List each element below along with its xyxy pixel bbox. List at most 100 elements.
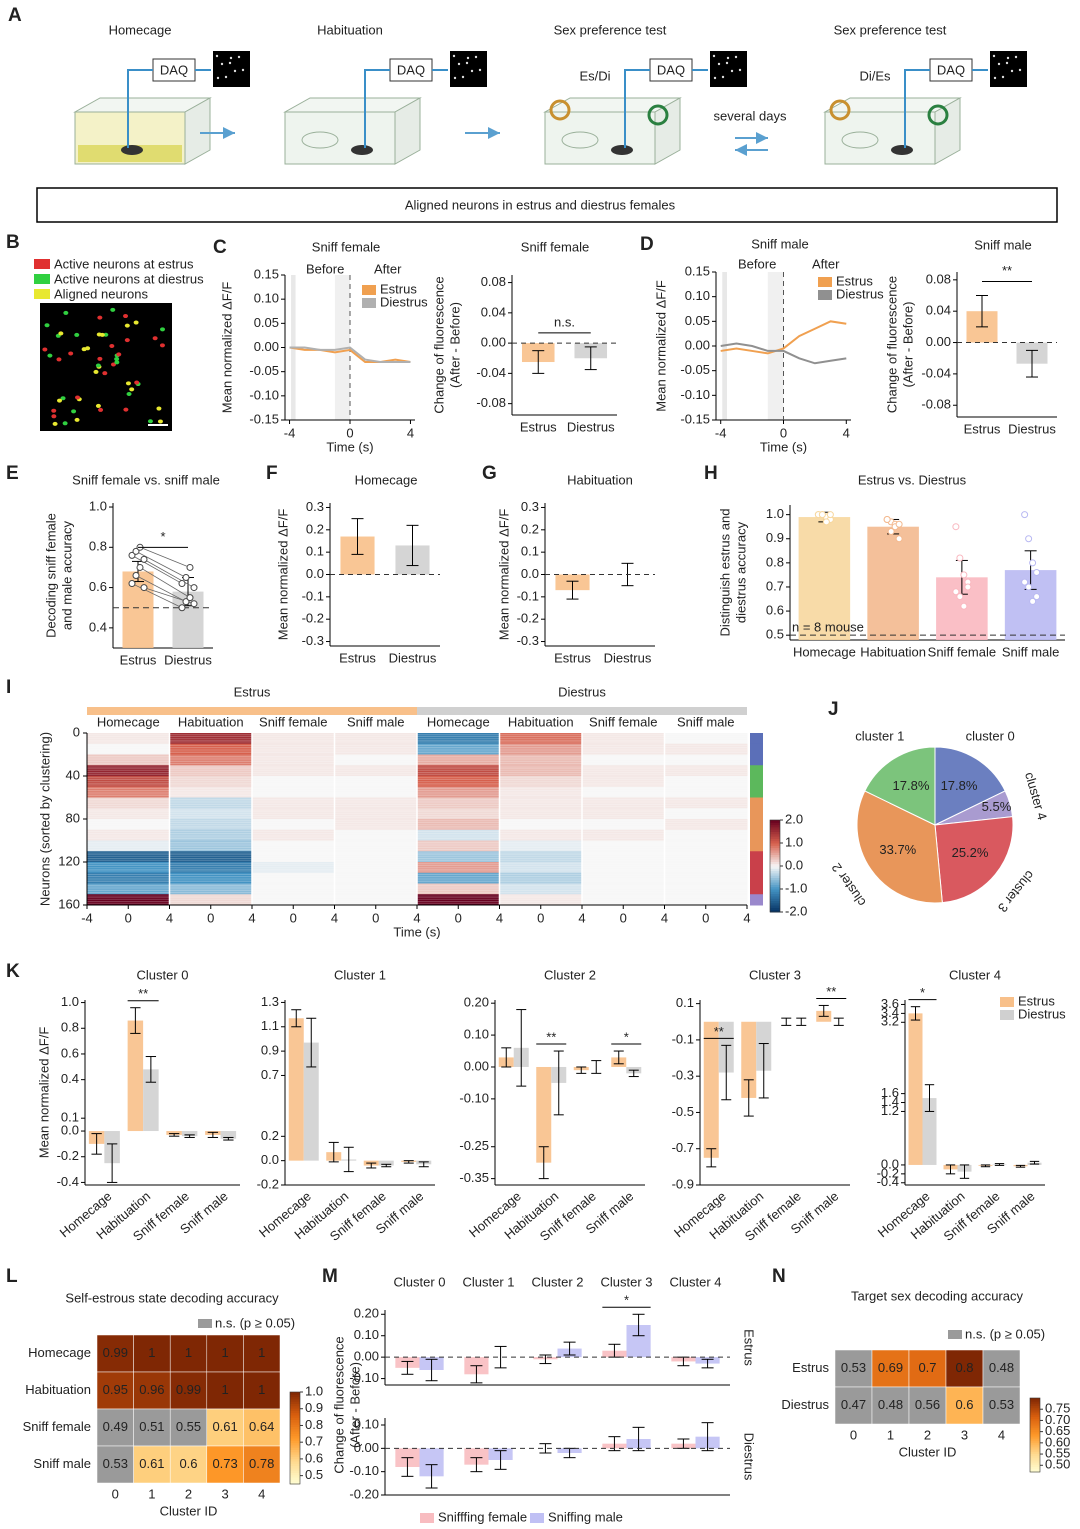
y-tick-label: 0.05 — [254, 315, 279, 330]
y-tick-label: 0.6 — [89, 579, 107, 594]
cell-label: 0.99 — [103, 1345, 128, 1360]
y-tick-label: 0.08 — [926, 271, 951, 286]
x-tick-label: 0 — [537, 910, 544, 925]
error-bar — [494, 1345, 507, 1369]
chart-title: Cluster 0 — [136, 967, 188, 982]
heat-cell — [87, 819, 170, 831]
error-bar — [343, 1146, 354, 1173]
y-tick-label: 0.04 — [926, 303, 951, 318]
colorbar-label: 0.0 — [785, 857, 803, 872]
error-bar — [781, 1017, 792, 1026]
colorbar-cell — [770, 882, 780, 885]
heat-cell — [417, 754, 500, 766]
y-axis-label: Mean normalized ΔF/F — [496, 509, 511, 641]
heat-cell — [87, 851, 170, 863]
imaging-dot — [229, 56, 233, 60]
heat-cell — [87, 862, 170, 874]
error-bar — [1029, 1160, 1040, 1165]
slice-value: 25.2% — [952, 845, 989, 860]
y-tick-label: 1.0 — [89, 498, 107, 513]
colorbar-cell — [290, 1472, 300, 1476]
legend-label: Active neurons at diestrus — [54, 271, 204, 286]
neuron — [56, 357, 62, 362]
colorbar-cell — [1030, 1422, 1040, 1425]
cluster-bar — [750, 808, 763, 820]
legend-label: Diestrus — [1018, 1006, 1066, 1021]
x-tick-label: Estrus — [120, 652, 157, 667]
neuron — [159, 343, 165, 348]
y-axis-label: Change of fluorescence — [431, 276, 446, 413]
heat-cell — [87, 808, 170, 820]
error-bar — [406, 524, 419, 567]
heat-cell — [417, 840, 500, 852]
heat-cell — [252, 819, 335, 831]
slice-name: cluster 0 — [966, 728, 1015, 743]
error-bar — [91, 1133, 102, 1155]
neuron — [125, 381, 131, 386]
cell-label: 0.6 — [955, 1397, 973, 1412]
matrix-cell — [908, 1349, 947, 1388]
cell-label: 0.53 — [103, 1456, 128, 1471]
data-point — [956, 593, 964, 601]
y-tick-label: -0.2 — [57, 1148, 79, 1163]
data-point — [136, 563, 144, 571]
heat-cell — [499, 776, 583, 788]
x-tick-label: 0 — [372, 910, 379, 925]
heat-cell — [417, 743, 500, 755]
heat-cell — [252, 776, 335, 788]
x-tick-label: 4 — [661, 910, 668, 925]
heat-cell — [417, 776, 500, 788]
neuron — [71, 409, 77, 414]
cell-label: 1 — [185, 1345, 192, 1360]
x-axis-label: Cluster ID — [160, 1503, 218, 1518]
colorbar-label: 0.75 — [1045, 1401, 1070, 1416]
x-tick-label: Diestrus — [604, 650, 652, 665]
significance-label: * — [920, 985, 925, 1000]
colorbar-cell — [1030, 1427, 1040, 1430]
heat-cell — [252, 743, 335, 755]
data-point — [186, 594, 194, 602]
y-tick-label: 0.4 — [61, 1071, 79, 1086]
heat-cell — [334, 776, 418, 788]
y-axis-label: Mean normalized ΔF/F — [275, 509, 290, 641]
cell-label: 0.53 — [841, 1360, 866, 1375]
pair-line — [131, 555, 183, 584]
x-tick-label: Habituation — [860, 644, 926, 659]
y-tick-label: 0.8 — [766, 554, 784, 569]
data-point — [952, 588, 960, 596]
heat-cell — [334, 840, 418, 852]
colorbar-cell — [290, 1392, 300, 1395]
chart-title: Cluster 4 — [949, 967, 1001, 982]
error-bar — [106, 1143, 118, 1183]
colorbar-cell — [770, 847, 780, 851]
error-bar — [401, 1360, 414, 1375]
y-tick-label: -0.15 — [249, 411, 279, 426]
y-tick-label: -0.04 — [476, 365, 506, 380]
y-axis-label: (After - Before) — [900, 302, 915, 388]
neuron — [98, 407, 104, 412]
heat-cell — [417, 797, 500, 809]
colorbar-cell — [770, 886, 780, 890]
y-tick-label: 0.3 — [521, 499, 539, 514]
colorbar-cell — [290, 1435, 300, 1439]
colorbar-cell — [1030, 1398, 1040, 1401]
colorbar-cell — [290, 1433, 300, 1437]
imaging-dot — [730, 69, 734, 73]
signal-line — [127, 69, 153, 148]
colorbar-cell — [1030, 1444, 1040, 1447]
legend-label: Sniffing male — [548, 1509, 623, 1524]
x-tick-label: 4 — [331, 910, 338, 925]
x-tick-label: Sniff male — [1002, 644, 1060, 659]
colorbar-cell — [770, 863, 780, 867]
heat-cell — [169, 786, 253, 798]
y-tick-label: -0.10 — [459, 1090, 489, 1105]
y-tick-label: 0.7 — [261, 1067, 279, 1082]
heat-cell — [664, 776, 748, 788]
error-bar — [532, 350, 545, 374]
error-bar — [403, 1160, 414, 1164]
x-tick-label: 4 — [248, 910, 255, 925]
x-tick-label: 1 — [148, 1486, 155, 1501]
colorbar-cell — [290, 1401, 300, 1404]
pie-slice — [934, 746, 1006, 826]
colorbar-cell — [1030, 1468, 1040, 1471]
